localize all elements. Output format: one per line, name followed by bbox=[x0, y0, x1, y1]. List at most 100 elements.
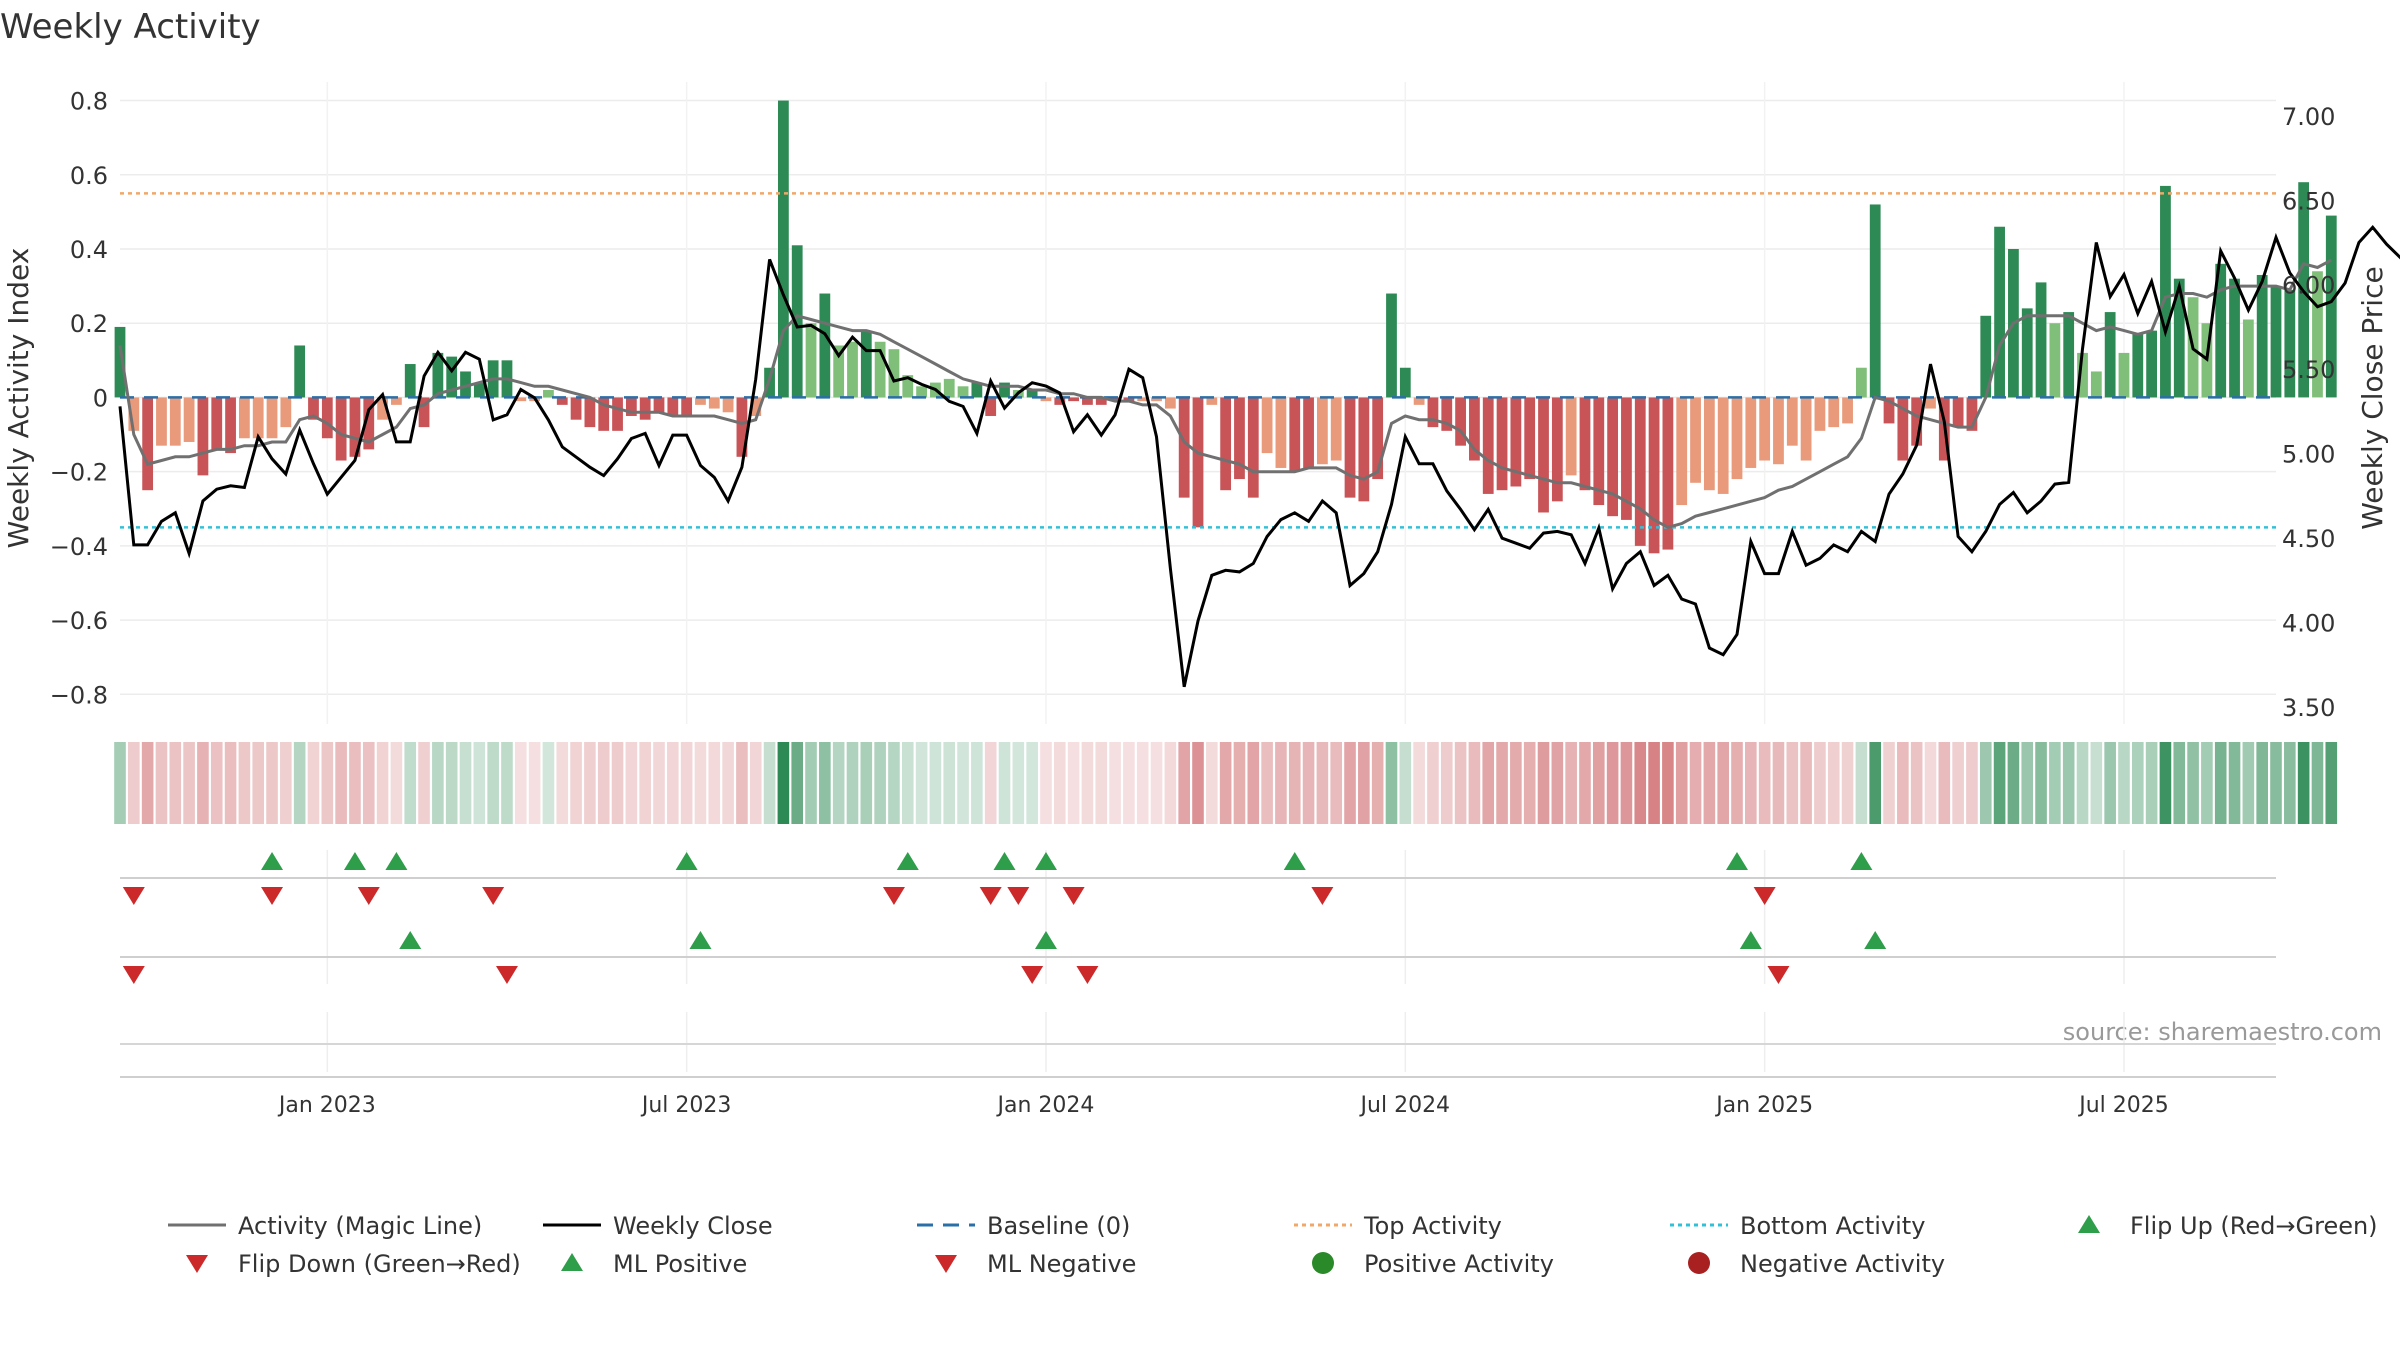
heat-strip-cell bbox=[1731, 742, 1743, 824]
activity-bar bbox=[1579, 397, 1591, 491]
heat-strip-cell bbox=[321, 742, 334, 824]
heat-strip-cell bbox=[1952, 742, 1964, 824]
heat-strip-cell bbox=[2049, 742, 2061, 824]
activity-bar bbox=[183, 397, 195, 442]
y-tick-label-left: 0.6 bbox=[70, 162, 108, 190]
activity-bar bbox=[335, 397, 347, 461]
heat-strip-cell bbox=[680, 742, 693, 824]
activity-bar bbox=[1316, 397, 1328, 465]
y-axis-label-right: Weekly Close Price bbox=[2356, 266, 2389, 529]
heat-strip-cell bbox=[445, 742, 458, 824]
legend-label: Baseline (0) bbox=[987, 1212, 1130, 1240]
flip-down-marker bbox=[979, 887, 1002, 905]
activity-bar bbox=[874, 341, 886, 398]
flip-up-marker bbox=[1726, 852, 1748, 870]
heat-strip-cell bbox=[805, 742, 817, 824]
activity-bar bbox=[225, 397, 236, 454]
heat-strip-cell bbox=[2104, 742, 2116, 824]
heat-strip-cell bbox=[570, 742, 582, 824]
activity-bar bbox=[1164, 397, 1176, 409]
activity-bar bbox=[1234, 397, 1245, 480]
heat-strip-cell bbox=[1026, 742, 1038, 824]
y-tick-label-left: 0 bbox=[93, 384, 108, 412]
activity-bar bbox=[1648, 397, 1660, 554]
activity-bar bbox=[1095, 397, 1107, 405]
heat-strip-cell bbox=[1910, 742, 1923, 824]
heat-strip-cell bbox=[1482, 742, 1495, 824]
heat-strip-cell bbox=[736, 742, 748, 824]
heat-strip-cell bbox=[2145, 742, 2158, 824]
heat-strip-cell bbox=[625, 742, 638, 824]
heat-strip-cell bbox=[1081, 742, 1094, 824]
activity-bar bbox=[1607, 397, 1619, 517]
heat-strip-cell bbox=[874, 742, 886, 824]
legend-label: ML Positive bbox=[613, 1250, 747, 1278]
y-tick-label-right: 6.50 bbox=[2282, 187, 2335, 215]
heat-strip-cell bbox=[2159, 742, 2172, 824]
heat-strip-cell bbox=[487, 742, 499, 824]
activity-bar bbox=[363, 397, 375, 450]
y-tick-label-right: 3.50 bbox=[2282, 694, 2335, 722]
heat-strip-cell bbox=[1717, 742, 1729, 824]
flip-down-marker bbox=[482, 887, 505, 905]
heat-strip-cell bbox=[1924, 742, 1937, 824]
activity-bar bbox=[1855, 367, 1867, 398]
heat-strip-cell bbox=[1551, 742, 1564, 824]
activity-bar bbox=[391, 397, 402, 405]
heat-strip-cell bbox=[1620, 742, 1633, 824]
heat-strip-cell bbox=[1758, 742, 1771, 824]
activity-bar bbox=[2215, 263, 2227, 398]
flip-up-marker bbox=[896, 852, 919, 870]
heat-strip-cell bbox=[266, 742, 278, 824]
activity-bar bbox=[819, 293, 831, 398]
heat-strip-cell bbox=[376, 742, 389, 824]
activity-bar bbox=[1717, 397, 1729, 494]
heat-strip-cell bbox=[432, 742, 444, 824]
heat-strip-cell bbox=[390, 742, 403, 824]
legend-swatch-triangle-up bbox=[561, 1253, 583, 1271]
heat-strip-cell bbox=[860, 742, 873, 824]
legend-label: Positive Activity bbox=[1364, 1250, 1554, 1278]
activity-bar bbox=[1621, 397, 1632, 520]
activity-bar bbox=[1510, 397, 1522, 487]
y-tick-label-left: −0.8 bbox=[50, 681, 108, 709]
activity-bar bbox=[460, 371, 471, 398]
heat-strip-cell bbox=[1109, 742, 1121, 824]
flip-down-marker bbox=[261, 887, 284, 905]
heat-strip-cell bbox=[1689, 742, 1702, 824]
legend-swatch-triangle-down bbox=[935, 1255, 957, 1273]
heat-strip-cell bbox=[2201, 742, 2213, 824]
legend-item: Flip Up (Red→Green) bbox=[2078, 1212, 2378, 1240]
heat-strip-cell bbox=[335, 742, 347, 824]
activity-bar bbox=[2021, 308, 2033, 398]
activity-bar bbox=[169, 397, 181, 446]
legend-item: Flip Down (Green→Red) bbox=[186, 1250, 521, 1278]
heat-strip-cell bbox=[1855, 742, 1868, 824]
activity-bar bbox=[653, 397, 665, 413]
activity-bar bbox=[1800, 397, 1812, 461]
y-tick-label-left: −0.6 bbox=[50, 607, 108, 635]
heat-strip-cell bbox=[1192, 742, 1204, 824]
activity-bar bbox=[598, 397, 610, 431]
ml-negative-marker bbox=[1076, 966, 1099, 984]
heat-strip-cell bbox=[1648, 742, 1660, 824]
ml-positive-marker bbox=[1034, 931, 1057, 949]
activity-bar bbox=[1842, 397, 1853, 424]
grid-layer bbox=[120, 82, 2276, 1072]
activity-bar bbox=[211, 397, 223, 450]
flip-down-marker bbox=[122, 887, 145, 905]
heat-strip-cell bbox=[749, 742, 762, 824]
activity-bar bbox=[1261, 397, 1273, 454]
heat-strip-cell bbox=[915, 742, 928, 824]
heat-strip-cell bbox=[197, 742, 209, 824]
activity-bar bbox=[280, 397, 292, 428]
activity-bar bbox=[1925, 397, 1936, 409]
heat-strip-cell bbox=[1510, 742, 1522, 824]
activity-bar bbox=[2077, 352, 2088, 398]
activity-bar bbox=[1703, 397, 1715, 491]
activity-bar bbox=[2270, 286, 2282, 398]
activity-bar bbox=[1386, 293, 1397, 398]
ml-positive-marker bbox=[1739, 931, 1762, 949]
flip-up-marker bbox=[1283, 852, 1306, 870]
heat-strip-cell bbox=[280, 742, 292, 824]
